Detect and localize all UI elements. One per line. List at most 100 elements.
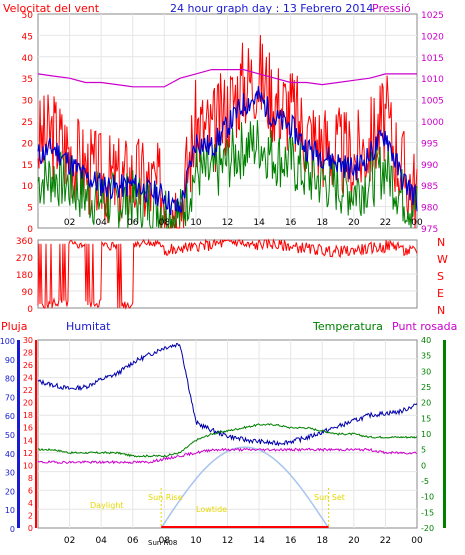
chart-title: 24 hour graph day : 13 Febrero 2014 xyxy=(170,2,373,15)
sun-elevation-curve xyxy=(160,446,330,529)
sunset-label: Sun Set xyxy=(314,493,345,502)
x-tick-label: 20 xyxy=(348,218,360,228)
rain-tick-label: 2 xyxy=(28,511,33,520)
humidity-tick-label: 90 xyxy=(5,356,15,365)
x-tick-label: 14 xyxy=(253,218,265,228)
x-tick-label: 12 xyxy=(222,536,233,546)
x-tick-label: 16 xyxy=(285,536,297,546)
x-tick-label: 02 xyxy=(64,218,75,228)
humidity-label: Humitat xyxy=(66,320,111,333)
humidity-tick-label: 70 xyxy=(5,393,15,402)
rain-label: Pluja xyxy=(1,320,27,333)
rain-tick-label: 4 xyxy=(28,499,33,508)
humidity-tick-label: 40 xyxy=(5,450,15,459)
bottom-series xyxy=(37,342,418,465)
x-tick-label: 20 xyxy=(348,536,360,546)
rain-tick-label: 6 xyxy=(28,486,33,495)
direction-tick-label: 270 xyxy=(16,254,33,264)
direction-tick-label: 90 xyxy=(22,288,34,298)
rain-tick-label: 10 xyxy=(23,461,33,470)
rain-tick-label: 18 xyxy=(23,411,33,420)
pressure-line xyxy=(37,69,417,88)
x-tick-label: 06 xyxy=(127,218,139,228)
pressure-right-ticks: 1025 1020 1015 1010 1005 1000 995 990 985 980 975 xyxy=(421,11,444,235)
bottom-x-ticks: 02 04 06 08 10 12 14 16 18 20 22 00 xyxy=(64,536,423,546)
compass-letter: N xyxy=(437,236,445,249)
direction-left-ticks: 360 270 180 90 0 xyxy=(16,237,33,315)
humidity-line xyxy=(37,342,418,447)
temperature-tick-label: 0 xyxy=(421,461,426,470)
x-tick-label: 14 xyxy=(253,536,265,546)
x-tick-label: 08 xyxy=(159,218,171,228)
x-tick-label: 22 xyxy=(380,536,391,546)
rain-tick-label: 30 xyxy=(23,336,33,345)
rain-tick-label: 26 xyxy=(23,361,33,370)
lowtide-label: Lowtide xyxy=(196,505,227,514)
pressure-label: Pressió xyxy=(372,2,411,15)
temperature-line xyxy=(38,423,418,458)
rain-tick-label: 22 xyxy=(23,386,33,395)
x-tick-label: 16 xyxy=(285,218,297,228)
compass-letter: N xyxy=(437,304,445,317)
humidity-tick-label: 60 xyxy=(5,412,15,421)
wind-tick-label: 5 xyxy=(27,204,33,214)
pressure-tick-label: 1010 xyxy=(421,75,444,85)
pressure-tick-label: 1005 xyxy=(421,97,444,107)
temperature-tick-label: 5 xyxy=(421,446,426,455)
wind-tick-label: 45 xyxy=(22,32,33,42)
x-tick-label: 04 xyxy=(95,536,107,546)
temperature-tick-label: 40 xyxy=(421,336,431,345)
x-tick-label: 08 xyxy=(159,536,171,546)
rain-tick-label: 8 xyxy=(28,474,33,483)
wind-speed-label: Velocitat del vent xyxy=(3,2,100,15)
x-tick-label: 10 xyxy=(190,218,202,228)
dewpoint-line xyxy=(37,447,418,465)
x-tick-label: 02 xyxy=(64,536,75,546)
direction-tick-label: 360 xyxy=(16,237,33,247)
x-tick-label: 12 xyxy=(222,218,233,228)
wind-series xyxy=(37,34,418,229)
temperature-tick-label: -5 xyxy=(421,477,429,486)
x-tick-label: 22 xyxy=(380,218,391,228)
pressure-tick-label: 1020 xyxy=(421,32,444,42)
humidity-tick-label: 20 xyxy=(5,487,15,496)
wind-tick-label: 20 xyxy=(22,139,34,149)
left-axis-bar-blue xyxy=(17,340,20,528)
temperature-tick-label: 15 xyxy=(421,414,431,423)
rain-tick-label: 24 xyxy=(23,374,33,383)
pressure-tick-label: 1015 xyxy=(421,54,444,64)
rain-tick-label: 12 xyxy=(23,449,33,458)
dewpoint-label: Punt rosada xyxy=(392,320,457,333)
humidity-tick-label: 30 xyxy=(5,469,15,478)
wind-tick-label: 0 xyxy=(27,225,33,235)
pressure-tick-label: 995 xyxy=(421,139,438,149)
sunrise-label: Sun Rise xyxy=(148,493,183,502)
humidity-tick-label: 100 xyxy=(0,337,15,346)
temperature-label: Temperatura xyxy=(312,320,383,333)
direction-tick-label: 180 xyxy=(16,271,33,281)
wind-tick-label: 35 xyxy=(22,75,33,85)
rain-tick-label: 0 xyxy=(28,524,33,533)
rain-tick-label: 14 xyxy=(23,436,33,445)
wind-tick-label: 10 xyxy=(22,182,34,192)
x-tick-label: 00 xyxy=(411,218,423,228)
temperature-tick-label: -20 xyxy=(421,524,434,533)
humidity-tick-label: 50 xyxy=(5,431,15,440)
compass-letter: W xyxy=(437,253,448,266)
rain-tick-label: 28 xyxy=(23,349,33,358)
direction-tick-label: 0 xyxy=(27,305,33,315)
temperature-tick-label: 30 xyxy=(421,367,431,376)
wind-average-line xyxy=(37,86,418,216)
x-tick-label: 18 xyxy=(317,218,329,228)
wind-tick-label: 40 xyxy=(22,54,34,64)
temperature-tick-label: 35 xyxy=(421,352,431,361)
humidity-tick-label: 10 xyxy=(5,506,15,515)
left-axis-bar-red xyxy=(35,340,37,528)
rain-tick-label: 16 xyxy=(23,424,33,433)
bottom-gridlines xyxy=(38,340,417,528)
wind-gust-line xyxy=(37,120,418,229)
sunrise-time-label: Sun R08 xyxy=(148,539,177,547)
wind-tick-label: 30 xyxy=(22,97,34,107)
